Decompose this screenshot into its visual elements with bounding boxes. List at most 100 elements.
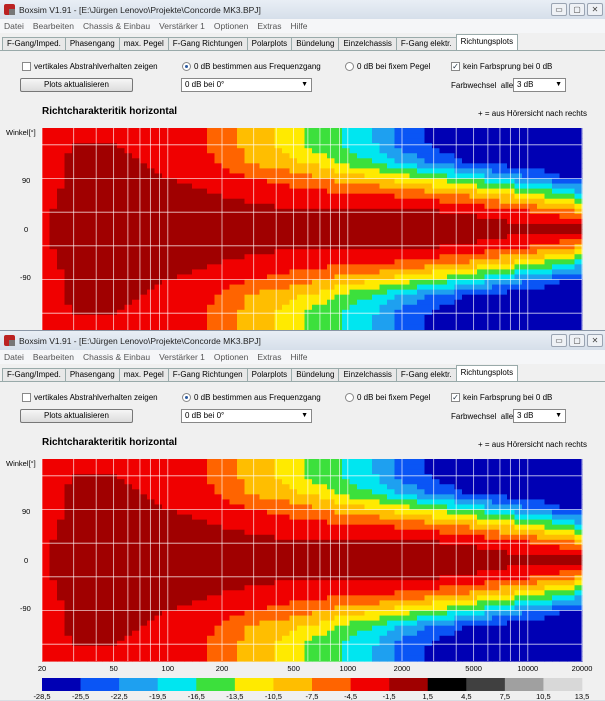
heatmap-cell [95, 320, 103, 326]
heatmap-cell [417, 290, 425, 296]
heatmap-cell [50, 641, 58, 647]
heatmap-cell [485, 315, 493, 321]
heatmap-cell [387, 143, 395, 149]
heatmap-cell [200, 214, 208, 220]
heatmap-cell [147, 219, 155, 225]
heatmap-cell [305, 269, 313, 275]
heatmap-cell [552, 209, 560, 215]
heatmap-cell [402, 621, 410, 627]
heatmap-cell [215, 214, 223, 220]
heatmap-cell [350, 641, 358, 647]
heatmap-cell [305, 595, 313, 601]
heatmap-cell [372, 234, 380, 240]
heatmap-cell [200, 621, 208, 627]
heatmap-cell [72, 259, 80, 265]
heatmap-cell [80, 616, 88, 622]
heatmap-cell [140, 474, 148, 480]
heatmap-cell [132, 646, 140, 652]
heatmap-cell [72, 489, 80, 495]
heatmap-cell [395, 184, 403, 190]
heatmap-cell [380, 656, 388, 662]
heatmap-cell [117, 575, 125, 581]
heatmap-cell [312, 540, 320, 546]
heatmap-cell [80, 148, 88, 154]
heatmap-cell [192, 300, 200, 306]
heatmap-cell [335, 550, 343, 556]
heatmap-cell [177, 128, 185, 134]
heatmap-cell [222, 585, 230, 591]
heatmap-cell [252, 631, 260, 637]
heatmap-cell [275, 565, 283, 571]
heatmap-cell [192, 204, 200, 210]
heatmap-cell [117, 148, 125, 154]
heatmap-cell [372, 570, 380, 576]
heatmap-cell [320, 269, 328, 275]
heatmap-cell [537, 239, 545, 245]
heatmap-cell [305, 636, 313, 642]
heatmap-cell [170, 189, 178, 195]
heatmap-cell [95, 128, 103, 134]
heatmap-cell [575, 179, 583, 185]
heatmap-cell [140, 290, 148, 296]
heatmap-cell [57, 244, 65, 250]
heatmap-cell [140, 646, 148, 652]
heatmap-cell [162, 219, 170, 225]
heatmap-cell [395, 595, 403, 601]
heatmap-cell [507, 315, 515, 321]
heatmap-cell [222, 320, 230, 326]
heatmap-cell [132, 464, 140, 470]
heatmap-cell [297, 189, 305, 195]
heatmap-cell [147, 494, 155, 500]
heatmap-cell [65, 229, 73, 235]
heatmap-cell [252, 540, 260, 546]
heatmap-cell [402, 143, 410, 149]
heatmap-cell [425, 214, 433, 220]
heatmap-cell [95, 214, 103, 220]
heatmap-cell [402, 320, 410, 326]
heatmap-cell [125, 459, 133, 465]
heatmap-cell [72, 580, 80, 586]
heatmap-cell [230, 199, 238, 205]
heatmap-cell [87, 295, 95, 301]
heatmap-cell [402, 611, 410, 617]
heatmap-cell [50, 320, 58, 326]
heatmap-cell [522, 148, 530, 154]
heatmap-cell [50, 459, 58, 465]
heatmap-cell [530, 259, 538, 265]
heatmap-cell [260, 128, 268, 134]
heatmap-cell [275, 646, 283, 652]
heatmap-cell [125, 585, 133, 591]
heatmap-cell [327, 290, 335, 296]
heatmap-cell [50, 484, 58, 490]
heatmap-cell [132, 611, 140, 617]
heatmap-cell [402, 300, 410, 306]
heatmap-cell [365, 199, 373, 205]
heatmap-cell [320, 580, 328, 586]
heatmap-cell [155, 540, 163, 546]
heatmap-cell [207, 168, 215, 174]
heatmap-cell [162, 494, 170, 500]
heatmap-cell [245, 153, 253, 159]
heatmap-cell [500, 249, 508, 255]
heatmap-cell [125, 320, 133, 326]
heatmap-cell [365, 651, 373, 657]
heatmap-cell [140, 464, 148, 470]
heatmap-cell [282, 464, 290, 470]
heatmap-cell [222, 133, 230, 139]
heatmap-cell [57, 550, 65, 556]
heatmap-cell [350, 300, 358, 306]
heatmap-cell [530, 189, 538, 195]
heatmap-cell [192, 616, 200, 622]
heatmap-cell [95, 285, 103, 291]
heatmap-cell [455, 204, 463, 210]
heatmap-cell [170, 459, 178, 465]
heatmap-cell [350, 128, 358, 134]
heatmap-cell [215, 595, 223, 601]
heatmap-cell [147, 163, 155, 169]
heatmap-cell [87, 143, 95, 149]
heatmap-cell [170, 209, 178, 215]
heatmap-cell [447, 148, 455, 154]
heatmap-cell [185, 128, 193, 134]
heatmap-cell [327, 545, 335, 551]
heatmap-cell [335, 656, 343, 662]
